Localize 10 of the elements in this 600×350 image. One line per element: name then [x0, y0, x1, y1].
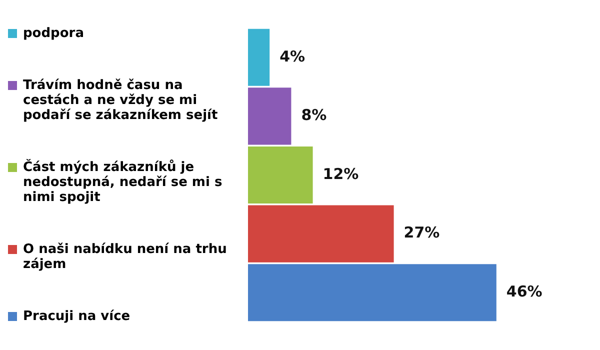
- legend-label: podpora: [23, 26, 84, 42]
- data-label: 27%: [404, 224, 440, 242]
- legend-label: Trávím hodně času na cestách a ne vždy se mi podaří se zákazníkem sejít: [23, 78, 219, 124]
- legend-label: Část mých zákazníků je nedostupná, nedaří se mi s nimi spojit: [23, 160, 224, 205]
- data-label: 12%: [322, 164, 359, 183]
- data-label: 46%: [506, 282, 542, 300]
- legend-label: O naši nabídku není na trhu zájem: [23, 242, 228, 272]
- legend-label: Pracuji na více: [23, 308, 130, 324]
- data-label: 4%: [280, 47, 306, 66]
- data-label: 8%: [301, 106, 327, 124]
